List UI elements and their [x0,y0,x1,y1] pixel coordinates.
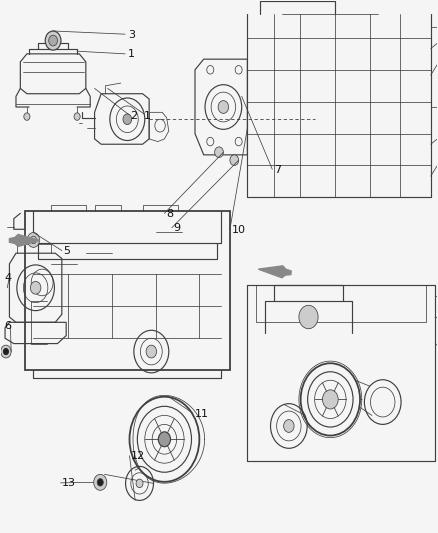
Circle shape [30,281,41,294]
Circle shape [94,474,107,490]
Text: 11: 11 [194,409,208,419]
Circle shape [45,31,61,50]
Text: 5: 5 [64,246,71,256]
Text: 10: 10 [232,225,246,235]
Text: 8: 8 [166,209,174,219]
Circle shape [322,390,338,409]
Text: 1: 1 [144,110,151,120]
Circle shape [215,147,223,158]
Circle shape [299,305,318,329]
Text: 4: 4 [4,273,11,282]
Text: 3: 3 [128,30,135,40]
Text: 13: 13 [62,479,76,488]
Circle shape [24,113,30,120]
Polygon shape [258,266,291,278]
Circle shape [158,432,170,447]
Circle shape [49,35,57,46]
Text: 1: 1 [128,49,135,59]
Circle shape [97,479,103,486]
Text: 6: 6 [4,320,11,330]
Circle shape [146,345,156,358]
Circle shape [123,114,132,125]
Text: 9: 9 [173,223,181,233]
Circle shape [136,479,143,488]
Circle shape [1,345,11,358]
Circle shape [230,155,239,165]
Text: 7: 7 [275,165,282,175]
Circle shape [4,349,9,355]
Circle shape [218,101,229,114]
Circle shape [284,419,294,432]
Text: 2: 2 [130,110,137,120]
Circle shape [74,113,80,120]
Polygon shape [10,235,40,246]
Circle shape [27,232,39,247]
Text: 12: 12 [131,451,145,461]
